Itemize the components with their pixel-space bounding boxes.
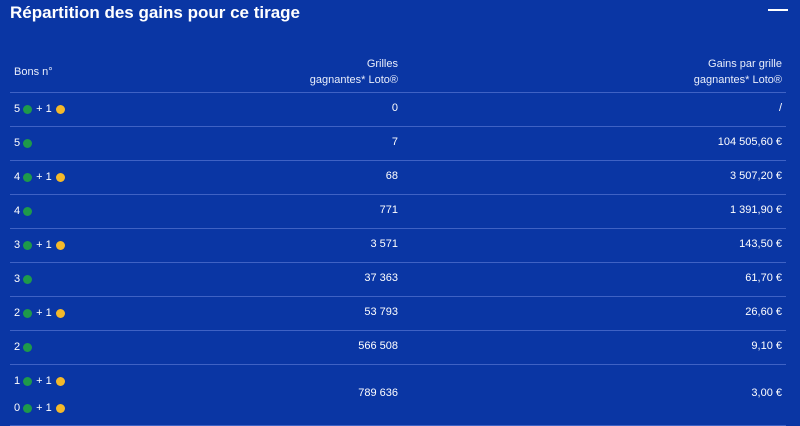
winning-grids-value: 7 (391, 136, 398, 148)
yellow-ball-icon (55, 240, 65, 250)
page-title: Répartition des gains pour ce tirage (10, 3, 301, 22)
winning-grids-value: 771 (379, 204, 398, 216)
combination: 3 + 1 (14, 238, 65, 252)
gain-per-grid-value: 104 505,60 € (717, 136, 782, 148)
table-row: 4 + 1 68 3 507,20 € (10, 161, 786, 195)
yellow-ball-icon (55, 104, 65, 114)
plus-label: + 1 (36, 375, 52, 387)
winning-grids-value: 68 (385, 170, 398, 182)
gain-per-grid-value: 3,00 € (751, 387, 782, 399)
gain-per-grid-value: 61,70 € (745, 272, 782, 284)
green-ball-icon (23, 138, 33, 148)
table-row: 5 + 1 0 / (10, 93, 786, 127)
table-row: 2 566 508 9,10 € (10, 331, 786, 365)
winning-grids-value: 789 636 (358, 387, 398, 399)
column-header-bons: Bons n° (14, 66, 53, 78)
good-numbers-count: 2 (14, 341, 21, 353)
combination: 5 + 1 (14, 102, 65, 116)
good-numbers-count: 4 (14, 205, 21, 217)
winning-grids-value: 3 571 (370, 238, 398, 250)
combination: 4 + 1 (14, 170, 65, 184)
good-numbers-count: 4 (14, 171, 21, 183)
gain-per-grid-value: 143,50 € (739, 238, 782, 250)
good-numbers-count: 3 (14, 239, 21, 251)
table-row: 1 + 1 0 + 1 789 636 3,00 € (10, 365, 786, 426)
combination: 0 + 1 (14, 401, 65, 415)
green-ball-icon (23, 240, 33, 250)
winning-grids-value: 37 363 (364, 272, 398, 284)
results-header: Répartition des gains pour ce tirage (0, 0, 800, 30)
good-numbers-count: 2 (14, 307, 21, 319)
prize-table: Bons n° Grilles gagnantes* Loto® Gains p… (10, 48, 786, 426)
combination: 4 (14, 204, 33, 218)
plus-label: + 1 (36, 307, 52, 319)
column-header-gains: Gains par grille gagnantes* Loto® (693, 58, 782, 86)
table-row: 5 7 104 505,60 € (10, 127, 786, 161)
table-row: 2 + 1 53 793 26,60 € (10, 297, 786, 331)
green-ball-icon (23, 104, 33, 114)
gain-per-grid-value: 3 507,20 € (730, 170, 782, 182)
green-ball-icon (23, 342, 33, 352)
good-numbers-count: 0 (14, 402, 21, 414)
plus-label: + 1 (36, 402, 52, 414)
combination: 5 (14, 136, 33, 150)
good-numbers-count: 3 (14, 273, 21, 285)
table-row: 3 37 363 61,70 € (10, 263, 786, 297)
table-row: 3 + 1 3 571 143,50 € (10, 229, 786, 263)
combination: 1 + 1 (14, 374, 65, 388)
green-ball-icon (23, 308, 33, 318)
yellow-ball-icon (55, 172, 65, 182)
winning-grids-value: 566 508 (358, 340, 398, 352)
yellow-ball-icon (55, 376, 65, 386)
yellow-ball-icon (55, 403, 65, 413)
green-ball-icon (23, 172, 33, 182)
good-numbers-count: 5 (14, 137, 21, 149)
minus-icon[interactable] (768, 9, 788, 11)
green-ball-icon (23, 376, 33, 386)
green-ball-icon (23, 274, 33, 284)
combination: 2 (14, 340, 33, 354)
gain-per-grid-value: 1 391,90 € (730, 204, 782, 216)
combination: 3 (14, 272, 33, 286)
yellow-ball-icon (55, 308, 65, 318)
green-ball-icon (23, 403, 33, 413)
column-header-grilles: Grilles gagnantes* Loto® (309, 58, 398, 86)
plus-label: + 1 (36, 239, 52, 251)
winning-grids-value: 0 (391, 102, 398, 114)
plus-label: + 1 (36, 171, 52, 183)
gain-per-grid-value: 26,60 € (745, 306, 782, 318)
table-header: Bons n° Grilles gagnantes* Loto® Gains p… (10, 48, 786, 93)
combination: 2 + 1 (14, 306, 65, 320)
good-numbers-count: 5 (14, 103, 21, 115)
winning-grids-value: 53 793 (364, 306, 398, 318)
good-numbers-count: 1 (14, 375, 21, 387)
gain-per-grid-value: 9,10 € (751, 340, 782, 352)
green-ball-icon (23, 206, 33, 216)
gain-per-grid-value: / (778, 102, 782, 114)
plus-label: + 1 (36, 103, 52, 115)
table-row: 4 771 1 391,90 € (10, 195, 786, 229)
